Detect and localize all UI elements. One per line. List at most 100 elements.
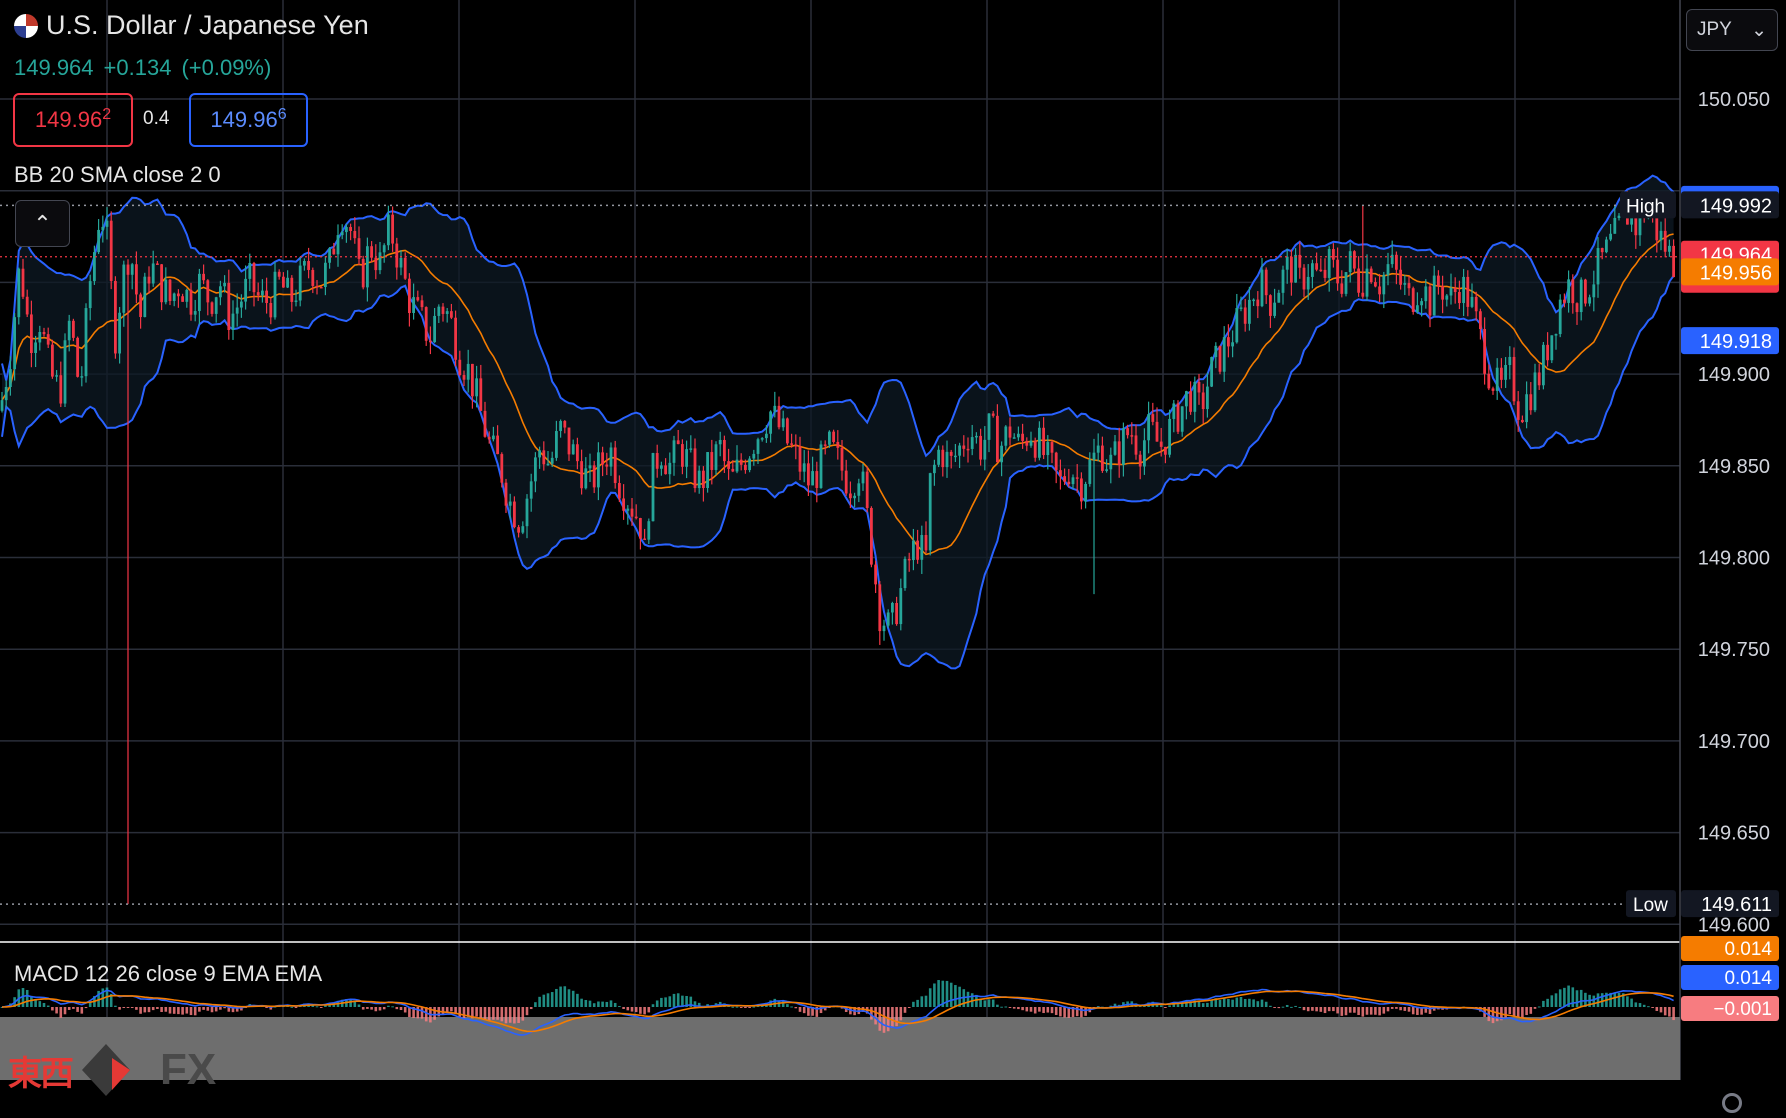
candle-body [4,386,8,401]
candle-body [135,264,138,295]
macd-histogram-bar [1542,1000,1545,1007]
low-badge-text: 149.611 [1701,894,1772,916]
macd-histogram-bar [521,1007,525,1021]
candle-body [450,311,453,318]
macd-histogram-bar [937,980,940,1007]
candle-body [1592,284,1596,298]
candle-body [1374,282,1377,287]
candle-body [1336,259,1339,284]
macd-histogram-bar [1504,1007,1507,1018]
candle-body [559,421,562,432]
macd-histogram-bar [987,999,991,1007]
macd-histogram-bar [492,1007,495,1020]
macd-histogram-bar [294,1007,298,1009]
macd-histogram-bar [1634,1002,1638,1007]
candle-body [1466,276,1470,307]
candle-body [147,276,151,284]
macd-histogram-bar [546,993,550,1007]
candle-body [504,482,508,506]
candle-body [1567,279,1570,303]
macd-histogram-bar [1084,1007,1087,1016]
macd-histogram-bar [374,1007,378,1012]
macd-histogram-bar [618,1006,621,1008]
candle-body [756,439,760,454]
currency-select[interactable]: JPY ⌄ [1686,9,1778,51]
last-price: 149.964 [14,55,94,80]
macd-histogram-bar [1361,1007,1365,1017]
bb-indicator-label[interactable]: BB 20 SMA close 2 0 [14,162,221,187]
macd-indicator-label[interactable]: MACD 12 26 close 9 EMA EMA [14,961,323,986]
candle-body [508,501,512,506]
macd-histogram-bar [219,1007,222,1010]
candle-body [828,431,831,445]
candle-body [361,258,365,288]
candle-body [676,440,680,445]
candle-body [193,311,197,315]
macd-histogram-bar [1197,1000,1201,1007]
candle-body [492,435,495,440]
candle-body [723,439,726,462]
candle-body [441,306,445,314]
macd-lower-area [0,1017,1680,1080]
candle-body [1445,295,1449,300]
candle-body [597,452,600,488]
candle-body [1365,268,1369,297]
candle-body [1550,335,1554,361]
high-badge-text: 149.992 [1700,195,1772,217]
bollinger-bands [1,174,1675,670]
candle-body [1529,394,1533,411]
candle-body [101,226,105,230]
macd-histogram-bar [647,1007,651,1013]
macd-histogram-bar [504,1007,508,1024]
candle-body [1554,334,1558,336]
macd-histogram-bar [752,1006,756,1008]
macd-histogram-bar [168,1007,172,1014]
candle-body [235,307,239,314]
macd-histogram-badge [1681,996,1779,1021]
candle-body [1172,403,1176,419]
macd-histogram-bar [1315,1007,1318,1012]
sell-button[interactable]: 149.96 2 [13,93,133,147]
candle-body [1235,308,1239,343]
buy-button[interactable]: 149.96 6 [189,93,308,147]
candle-body [252,262,256,293]
candle-body [210,302,214,314]
candle-body [1176,403,1180,432]
candle-body [546,463,550,466]
macd-histogram-bar [1071,1007,1075,1018]
bb-fill [2,175,1674,669]
macd-histogram-bar [676,993,680,1007]
candle-body [832,431,835,442]
candle-body [408,278,411,314]
settings-gear-icon[interactable] [1722,1093,1742,1113]
candle-body [882,625,886,632]
macd-histogram-bar [1096,1006,1100,1008]
macd-histogram-bar [1533,1007,1537,1009]
macd-histogram-bar [744,1007,747,1008]
candle-body [1189,391,1192,412]
candle-body [765,433,768,439]
macd-histogram-bar [592,1003,596,1007]
candle-body [1613,217,1617,234]
candle-body [126,264,130,275]
candle-body [412,297,415,314]
candle-body [1193,381,1197,412]
macd-histogram-bar [156,1007,159,1009]
candle-body [223,282,226,287]
macd-histogram-bar [420,1007,424,1019]
macd-histogram-bar [693,1001,697,1007]
candle-body [744,464,747,471]
collapse-legend-button[interactable]: ⌃ [15,200,70,247]
macd-histogram-bar [1021,1007,1024,1011]
candle-body [513,501,516,528]
candle-body [727,461,730,469]
candle-body [1302,267,1306,290]
candle-body [487,436,491,440]
candle-body [168,279,172,301]
bb-lower-line [1,275,1675,670]
candle-body [1542,344,1545,386]
candle-body [198,273,201,312]
candle-body [38,331,42,343]
macd-histogram-bar [1495,1007,1499,1022]
